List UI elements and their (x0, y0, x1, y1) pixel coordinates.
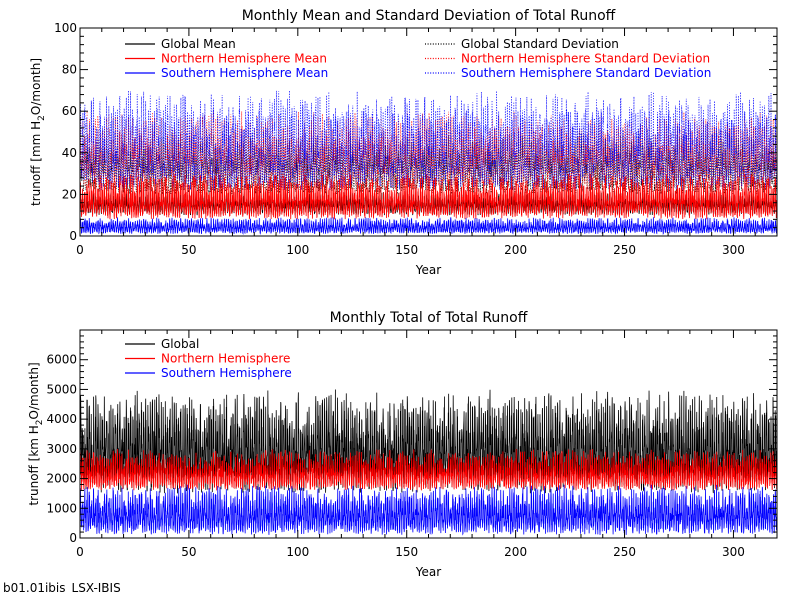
x-tick-label: 100 (286, 545, 309, 559)
legend-label: Northern Hemisphere Mean (161, 52, 327, 66)
x-tick-label: 200 (504, 243, 527, 257)
y-tick-label: 4000 (46, 412, 77, 426)
x-tick-label: 50 (181, 243, 196, 257)
x-axis-label: Year (415, 565, 441, 579)
x-tick-label: 300 (722, 243, 745, 257)
x-tick-label: 200 (504, 545, 527, 559)
y-axis-label: trunoff [km H2O/month] (27, 362, 45, 505)
y-tick-label: 5000 (46, 382, 77, 396)
x-axis-label: Year (415, 263, 441, 277)
x-tick-label: 150 (395, 243, 418, 257)
model-label: LSX-IBIS (71, 581, 121, 595)
series-line-1-5 (80, 111, 777, 191)
y-axis-label: trunoff [mm H2O/month] (29, 58, 47, 206)
x-tick-label: 250 (613, 243, 636, 257)
series-line-2-3 (80, 484, 777, 536)
y-tick-label: 100 (54, 21, 77, 35)
y-tick-label: 0 (69, 229, 77, 243)
y-tick-label: 0 (69, 531, 77, 545)
x-tick-label: 100 (286, 243, 309, 257)
legend-label: Northern Hemisphere (161, 352, 290, 366)
chart-title: Monthly Total of Total Runoff (330, 310, 528, 326)
y-tick-label: 1000 (46, 501, 77, 515)
x-tick-label: 0 (76, 243, 84, 257)
legend-label: Global (161, 337, 199, 351)
legend-label: Southern Hemisphere (161, 366, 292, 380)
legend-label: Southern Hemisphere Mean (161, 66, 328, 80)
series-line-2-2 (80, 448, 777, 491)
footer: b01.01ibis LSX-IBIS (3, 581, 127, 595)
x-tick-label: 250 (613, 545, 636, 559)
y-tick-label: 2000 (46, 472, 77, 486)
y-tick-label: 20 (62, 187, 77, 201)
y-tick-label: 3000 (46, 442, 77, 456)
x-tick-label: 150 (395, 545, 418, 559)
y-tick-label: 6000 (46, 353, 77, 367)
series-line-1-6 (80, 90, 777, 191)
series-line-1-2 (80, 173, 777, 220)
x-tick-label: 50 (181, 545, 196, 559)
chart-title: Monthly Mean and Standard Deviation of T… (242, 8, 616, 24)
y-tick-label: 40 (62, 146, 77, 160)
y-tick-label: 80 (62, 63, 77, 77)
legend-label: Global Mean (161, 37, 236, 51)
legend-label: Global Standard Deviation (461, 37, 619, 51)
x-tick-label: 0 (76, 545, 84, 559)
y-tick-label: 60 (62, 104, 77, 118)
series-line-1-3 (80, 216, 777, 236)
run-id-label: b01.01ibis (3, 581, 66, 595)
legend-label: Southern Hemisphere Standard Deviation (461, 66, 711, 80)
x-tick-label: 300 (722, 545, 745, 559)
legend-label: Northern Hemisphere Standard Deviation (461, 52, 710, 66)
